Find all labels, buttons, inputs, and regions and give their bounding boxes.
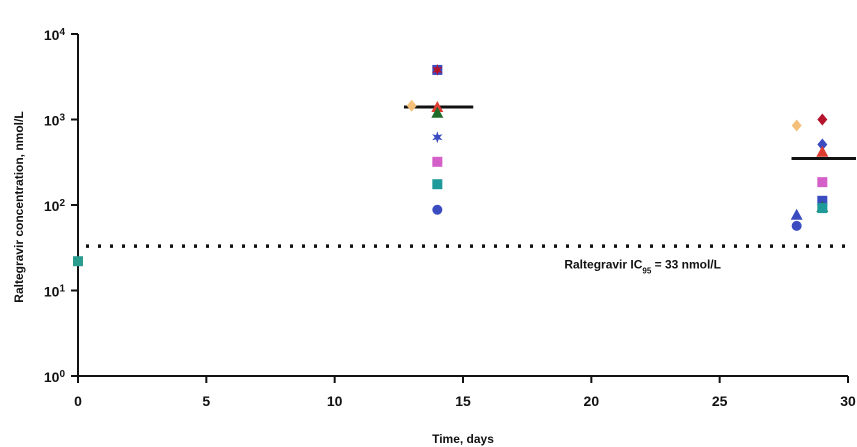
annotation-text-after: = 33 nmol/L bbox=[651, 258, 721, 272]
data-point-diamond bbox=[791, 119, 802, 132]
data-point-square bbox=[817, 177, 828, 188]
data-point-star bbox=[432, 63, 443, 76]
ic95-annotation: Raltegravir IC95 = 33 nmol/L bbox=[564, 258, 721, 276]
x-tick-label: 15 bbox=[455, 393, 471, 409]
data-point-square bbox=[817, 203, 828, 214]
data-point-star bbox=[432, 131, 443, 144]
data-point-diamond bbox=[817, 138, 828, 151]
data-point-diamond bbox=[817, 113, 828, 126]
data-points bbox=[73, 63, 829, 267]
y-axis-title: Raltegravir concentration, nmol/L bbox=[12, 111, 26, 302]
y-tick-label: 103 bbox=[44, 112, 66, 129]
median-lines bbox=[403, 105, 856, 160]
data-point-circle bbox=[432, 204, 443, 215]
x-axis-title: Time, days bbox=[432, 432, 494, 446]
x-tick-label: 5 bbox=[202, 393, 210, 409]
y-tick-label: 100 bbox=[44, 369, 66, 386]
x-tick-label: 25 bbox=[712, 393, 728, 409]
data-point-square bbox=[432, 156, 443, 167]
data-point-triangle bbox=[431, 101, 444, 113]
x-tick-label: 20 bbox=[584, 393, 600, 409]
y-tick-label: 102 bbox=[44, 198, 66, 215]
x-tick-label: 0 bbox=[74, 393, 82, 409]
data-point-triangle bbox=[790, 208, 803, 220]
data-point-diamond bbox=[406, 99, 417, 112]
data-point-triangle bbox=[431, 106, 444, 118]
axes bbox=[77, 34, 848, 377]
data-point-square bbox=[432, 179, 443, 190]
ticks: 0 5 10 15 20 25 30 100 101 102 103 104 bbox=[44, 27, 856, 410]
annotation-subscript: 95 bbox=[642, 266, 651, 275]
y-tick-label: 104 bbox=[44, 27, 66, 44]
data-point-triangle bbox=[816, 145, 829, 157]
data-point-square bbox=[817, 195, 828, 206]
x-tick-label: 30 bbox=[840, 393, 856, 409]
data-point-circle bbox=[791, 220, 802, 231]
y-tick-label: 101 bbox=[44, 283, 66, 300]
annotation-text-before: Raltegravir IC bbox=[564, 258, 642, 272]
x-tick-label: 10 bbox=[327, 393, 343, 409]
data-point-square bbox=[73, 256, 83, 267]
